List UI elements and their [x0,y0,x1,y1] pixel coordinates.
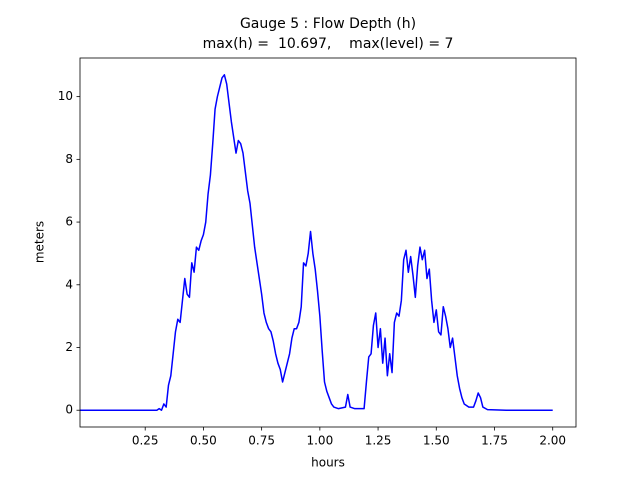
x-tick-label: 1.25 [365,434,392,448]
x-tick-label: 0.25 [132,434,159,448]
plot-frame [79,57,577,428]
x-axis-label: hours [311,456,345,470]
x-tick-label: 2.00 [539,434,566,448]
x-tick-label: 0.75 [248,434,275,448]
x-tick-label: 0.50 [190,434,217,448]
x-tick-label: 1.00 [306,434,333,448]
x-tick-label: 1.50 [423,434,450,448]
y-tick-label: 4 [65,277,73,291]
y-tick-label: 2 [65,340,73,354]
y-axis-label: meters [33,221,47,263]
data-line [80,74,553,411]
chart-title: Gauge 5 : Flow Depth (h) [240,16,416,32]
y-tick-label: 6 [65,215,73,229]
y-tick-label: 10 [58,89,73,103]
y-tick-label: 8 [65,152,73,166]
chart-subtitle: max(h) = 10.697, max(level) = 7 [203,36,454,52]
y-tick-label: 0 [65,403,73,417]
x-tick-label: 1.75 [481,434,508,448]
